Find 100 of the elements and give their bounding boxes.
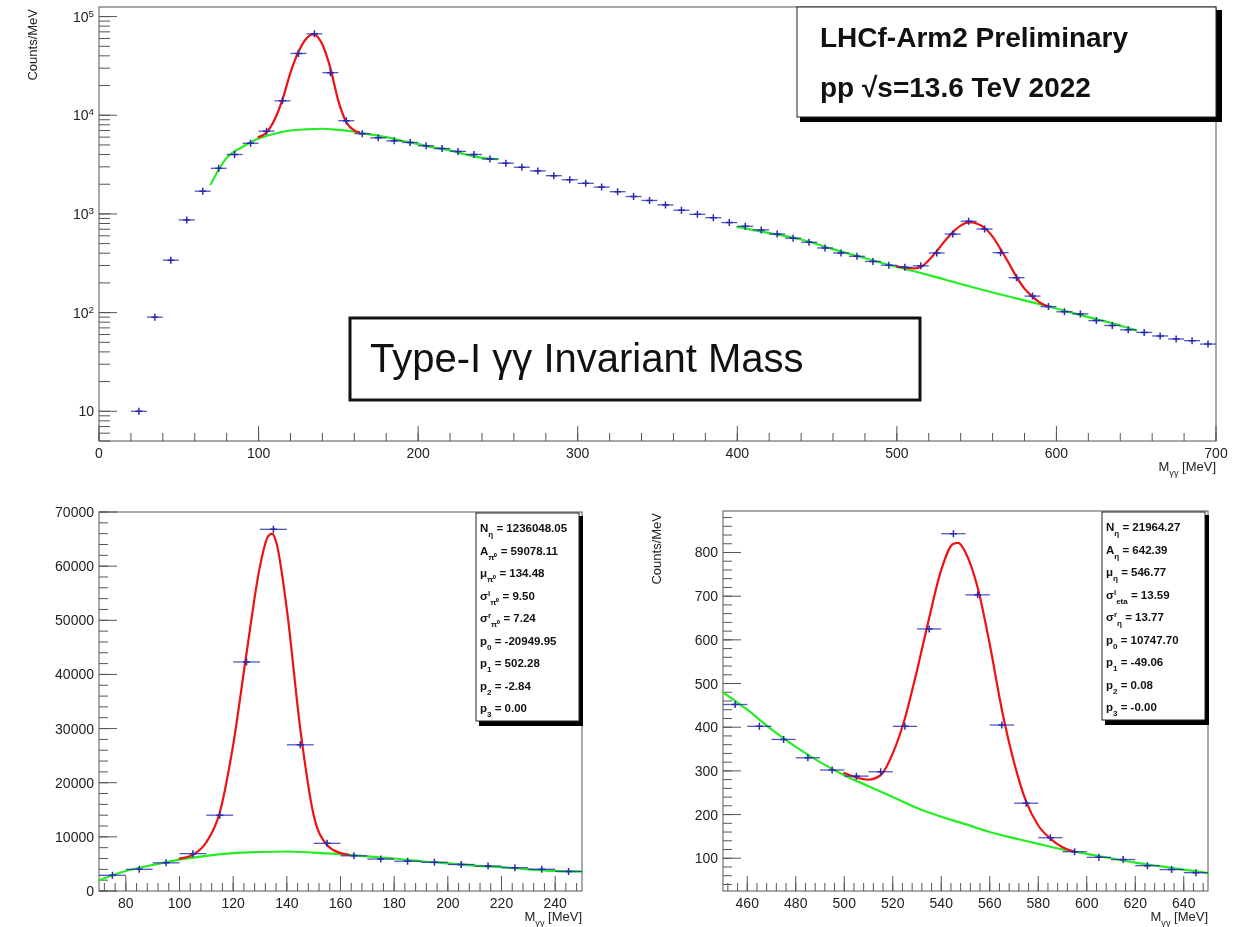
y-axis-title: Counts/MeV xyxy=(649,512,664,585)
x-tick-label: 120 xyxy=(221,895,246,911)
x-tick-label: 480 xyxy=(784,895,808,911)
point xyxy=(322,839,332,848)
y-tick-label: 40000 xyxy=(55,666,95,683)
y-tick-label: 800 xyxy=(694,544,719,561)
y-axis-title: Counts/MeV xyxy=(25,8,40,81)
y-tick-label: 30000 xyxy=(55,720,95,737)
x-tick-label: 400 xyxy=(725,445,750,461)
y-tick-label: 10$^{5}$ xyxy=(72,7,95,25)
line-series xyxy=(843,541,1076,853)
annotation: p$_{2}$ = 0.08 xyxy=(1106,678,1154,695)
annotation: μ$_{η}$ = 546.77 xyxy=(1106,566,1167,583)
x-axis-title: M$_{γγ}$ [MeV] xyxy=(1150,909,1208,927)
annotation: p$_{0}$ = 10747.70 xyxy=(1106,633,1179,650)
y-tick-label: 20000 xyxy=(55,774,95,791)
x-tick-label: 600 xyxy=(1044,445,1069,461)
point xyxy=(161,858,171,868)
annotation: p$_{3}$ = -0.00 xyxy=(1106,701,1157,718)
annotation: σ$^{l}$$_{π⁰}$ = 9.50 xyxy=(480,588,535,606)
point xyxy=(973,590,982,600)
x-axis-title: M$_{γγ}$ [MeV] xyxy=(524,909,582,927)
annotation: σ$^{r}$$_{π⁰}$ = 7.24 xyxy=(480,610,537,629)
point xyxy=(997,720,1007,730)
x-tick-label: 640 xyxy=(1172,895,1196,911)
y-tick-label: 600 xyxy=(694,631,719,648)
y-tick-label: 700 xyxy=(694,588,719,605)
point xyxy=(827,765,837,775)
y-tick-label: 0 xyxy=(86,883,95,899)
annotation: A$_{η}$ = 642.39 xyxy=(1106,543,1168,560)
point xyxy=(852,771,861,781)
x-tick-label: 300 xyxy=(566,445,590,461)
point xyxy=(215,810,224,820)
line-series xyxy=(895,221,1050,308)
x-tick-label: 80 xyxy=(118,895,134,911)
y-tick-label: 50000 xyxy=(55,612,95,629)
point xyxy=(924,624,934,634)
annotation: p$_{1}$ = 502.28 xyxy=(480,657,541,674)
x-tick-label: 500 xyxy=(885,445,909,461)
x-tick-label: 100 xyxy=(246,445,271,461)
x-tick-label: 100 xyxy=(167,895,192,911)
point xyxy=(403,856,412,866)
x-tick-label: 180 xyxy=(382,895,407,911)
x-tick-label: 700 xyxy=(1204,445,1228,461)
point xyxy=(349,851,359,861)
line-series xyxy=(97,850,584,882)
x-tick-label: 600 xyxy=(1075,895,1099,911)
x-tick-label: 200 xyxy=(406,445,431,461)
x-tick-label: 140 xyxy=(275,895,299,911)
annotation: N$_{η}$ = 21964.27 xyxy=(1106,521,1181,538)
point xyxy=(803,753,813,763)
point xyxy=(537,865,546,874)
point xyxy=(1191,868,1201,877)
annotation: pp √s=13.6 TeV 2022 xyxy=(820,72,1091,103)
point xyxy=(242,657,251,667)
x-tick-label: 540 xyxy=(929,895,954,911)
annotation: Type-I γγ Invariant Mass xyxy=(370,336,804,380)
x-tick-label: 520 xyxy=(881,895,905,911)
x-tick-label: 240 xyxy=(543,895,568,911)
y-tick-label: 10000 xyxy=(55,828,95,845)
x-tick-label: 220 xyxy=(489,895,514,911)
x-tick-label: 160 xyxy=(328,895,353,911)
point xyxy=(510,863,520,872)
point xyxy=(483,861,493,871)
y-tick-label: 400 xyxy=(694,719,719,736)
line-series xyxy=(178,532,350,860)
x-tick-label: 620 xyxy=(1123,895,1148,911)
line-series xyxy=(209,127,500,186)
y-tick-label: 70000 xyxy=(55,504,95,520)
annotation: σ$^{l}$$_{eta}$ = 13.59 xyxy=(1106,587,1170,605)
annotation: σ$^{r}$$_{η}$ = 13.77 xyxy=(1106,609,1164,628)
annotation: μ$_{π⁰}$ = 134.48 xyxy=(480,567,546,584)
y-tick-label: 10$^{4}$ xyxy=(72,105,95,124)
point xyxy=(876,767,885,777)
x-tick-label: 460 xyxy=(735,895,760,911)
annotation: p$_{0}$ = -20949.95 xyxy=(480,634,558,651)
point xyxy=(188,849,198,858)
annotation: p$_{1}$ = -49.06 xyxy=(1106,656,1164,673)
point xyxy=(900,722,910,731)
point xyxy=(1094,853,1104,862)
y-tick-label: 200 xyxy=(694,806,719,823)
y-tick-label: 60000 xyxy=(55,558,95,575)
x-tick-label: 580 xyxy=(1026,895,1051,911)
x-tick-label: 200 xyxy=(436,895,460,911)
point xyxy=(296,740,305,750)
y-tick-label: 100 xyxy=(694,850,719,867)
point xyxy=(376,854,385,864)
annotation: N$_{η}$ = 1236048.05 xyxy=(480,522,568,539)
y-tick-label: 300 xyxy=(694,762,719,779)
point xyxy=(1118,855,1128,864)
annotation: p$_{2}$ = -2.84 xyxy=(480,679,532,696)
x-tick-label: 560 xyxy=(978,895,1002,911)
annotation: LHCf-Arm2 Preliminary xyxy=(820,22,1129,53)
y-tick-label: 500 xyxy=(694,675,719,692)
annotation: p$_{3}$ = 0.00 xyxy=(480,702,528,719)
annotation: A$_{π⁰}$ = 59078.11 xyxy=(480,544,559,561)
point xyxy=(730,700,740,709)
line-series xyxy=(736,225,1138,332)
y-tick-label: 10 xyxy=(78,403,95,420)
x-axis-title: M$_{γγ}$ [MeV] xyxy=(1158,459,1216,478)
